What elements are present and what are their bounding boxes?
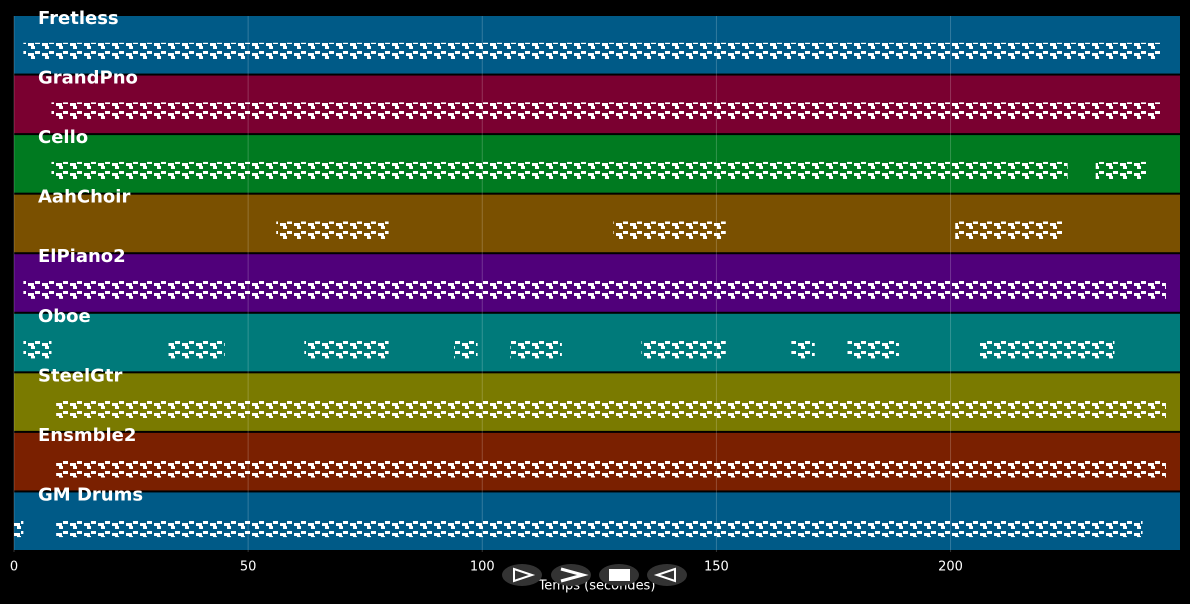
note-span xyxy=(56,459,1166,478)
note-span xyxy=(978,340,1115,359)
track-name: Cello xyxy=(38,127,88,148)
x-tick-label: 50 xyxy=(240,560,257,575)
note-span xyxy=(955,221,1063,240)
stop-button[interactable] xyxy=(599,564,639,586)
note-span xyxy=(304,340,389,359)
track-name: ElPiano2 xyxy=(38,246,126,267)
note-span xyxy=(14,519,24,538)
x-tick-label: 0 xyxy=(10,560,18,575)
note-span xyxy=(510,340,562,359)
note-span xyxy=(23,281,1166,299)
x-tick-label: 200 xyxy=(938,560,963,575)
note-span xyxy=(276,221,389,240)
back-button[interactable] xyxy=(647,564,687,586)
x-tick-label: 100 xyxy=(470,560,495,575)
x-tick-label: 150 xyxy=(704,560,729,575)
track-name: Ensmble2 xyxy=(38,425,136,446)
track-name: GM Drums xyxy=(38,484,143,505)
track-name: Oboe xyxy=(38,306,91,327)
note-span xyxy=(641,340,726,359)
play-button[interactable] xyxy=(502,564,542,586)
note-span xyxy=(1095,161,1148,180)
track-name: Fretless xyxy=(38,8,119,29)
note-span xyxy=(847,340,900,359)
note-span xyxy=(454,340,478,359)
note-span xyxy=(23,42,1162,61)
note-span xyxy=(51,102,1162,121)
note-span xyxy=(23,340,52,359)
note-span xyxy=(613,221,726,240)
forward-button[interactable] xyxy=(551,564,591,586)
playback-controls xyxy=(502,564,687,586)
note-span xyxy=(791,340,815,359)
note-span xyxy=(56,519,1143,538)
track-name: GrandPno xyxy=(38,68,138,89)
note-span xyxy=(56,400,1166,418)
note-span xyxy=(168,340,225,359)
track-name: AahChoir xyxy=(38,187,130,208)
track-name: SteelGtr xyxy=(38,365,123,386)
note-span xyxy=(51,161,1068,180)
